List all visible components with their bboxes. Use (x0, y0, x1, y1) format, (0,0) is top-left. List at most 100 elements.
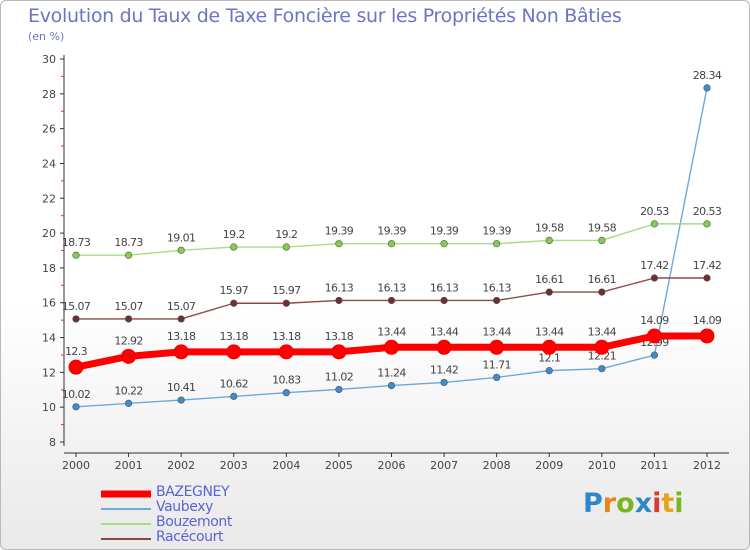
data-point-vaubexy (335, 385, 343, 394)
data-label-bazegney: 12.3 (65, 345, 88, 358)
y-tick-label: 16 (42, 297, 56, 310)
data-label-bouzemont: 19.01 (167, 231, 196, 244)
data-label-racecourt: 15.07 (167, 300, 196, 313)
data-point-bazegney (226, 344, 242, 360)
data-label-bazegney: 13.44 (482, 325, 511, 338)
legend-item: BAZEGNEY (101, 484, 401, 501)
data-point-racecourt (598, 288, 606, 296)
data-label-bouzemont: 19.58 (588, 221, 617, 234)
legend-item: Racécourt (101, 529, 401, 546)
x-tick-label: 2012 (693, 459, 721, 472)
data-point-bouzemont (493, 240, 501, 248)
data-point-racecourt (124, 315, 133, 323)
x-tick-label: 2011 (640, 459, 668, 472)
data-label-bazegney: 13.18 (272, 330, 301, 343)
data-label-racecourt: 16.61 (588, 273, 617, 286)
data-label-vaubexy: 11.42 (430, 363, 459, 376)
data-label-racecourt: 15.97 (272, 284, 301, 297)
data-label-racecourt: 16.61 (535, 273, 564, 286)
data-label-bouzemont: 18.73 (114, 236, 143, 249)
y-tick-label: 26 (42, 123, 56, 136)
data-point-vaubexy (703, 84, 711, 92)
logo-letter: i (674, 488, 684, 519)
x-tick-label: 2007 (430, 459, 458, 472)
data-point-vaubexy (124, 399, 133, 407)
data-point-bazegney (278, 344, 294, 360)
y-tick-label: 8 (49, 436, 56, 449)
data-label-racecourt: 16.13 (430, 281, 459, 294)
data-point-bouzemont (650, 220, 659, 228)
data-label-bouzemont: 19.2 (223, 228, 245, 241)
chart-legend: BAZEGNEY Vaubexy Bouzemont Racécourt (101, 484, 401, 546)
chart-unit-label: (en %) (28, 30, 65, 43)
data-label-bouzemont: 19.58 (535, 221, 564, 234)
data-label-vaubexy: 10.62 (220, 377, 249, 390)
data-point-bouzemont (703, 220, 711, 228)
legend-swatch (101, 490, 151, 497)
data-point-racecourt (703, 274, 711, 282)
x-tick-label: 2008 (483, 459, 511, 472)
legend-label: Racécourt (156, 529, 224, 545)
data-label-racecourt: 15.97 (220, 284, 249, 297)
data-label-racecourt: 17.42 (693, 259, 722, 272)
data-label-bazegney: 13.18 (167, 330, 196, 343)
data-point-vaubexy (282, 389, 290, 397)
data-point-bouzemont (440, 240, 448, 248)
y-tick-label: 24 (42, 157, 56, 170)
data-label-bazegney: 14.09 (693, 314, 722, 327)
x-tick-label: 2006 (378, 459, 406, 472)
data-label-bazegney: 13.44 (377, 325, 406, 338)
data-point-bouzemont (598, 236, 606, 245)
data-label-vaubexy: 28.34 (693, 69, 722, 82)
legend-label: Bouzemont (156, 514, 232, 530)
data-point-bazegney (331, 344, 347, 360)
data-point-vaubexy (177, 396, 185, 404)
data-label-bazegney: 13.18 (220, 330, 249, 343)
logo-letter: o (616, 488, 635, 519)
data-point-racecourt (650, 274, 659, 282)
data-point-vaubexy (545, 367, 553, 375)
x-tick-label: 2000 (62, 459, 90, 472)
data-label-bazegney: 13.44 (588, 325, 617, 338)
legend-swatch (101, 507, 151, 510)
data-point-racecourt (335, 296, 343, 305)
data-point-bouzemont (72, 251, 80, 259)
data-label-racecourt: 16.13 (377, 281, 406, 294)
data-point-racecourt (282, 299, 290, 307)
x-tick-label: 2004 (272, 459, 300, 472)
legend-item: Vaubexy (101, 499, 401, 516)
data-label-bouzemont: 19.39 (430, 225, 459, 238)
x-tick-label: 2001 (115, 459, 143, 472)
y-tick-label: 12 (42, 366, 56, 379)
data-point-bazegney (594, 339, 610, 355)
data-label-bouzemont: 20.53 (640, 205, 669, 218)
data-point-bouzemont (230, 243, 238, 251)
y-tick-label: 22 (42, 192, 56, 205)
data-point-bouzemont (177, 246, 185, 254)
data-label-bazegney: 12.92 (114, 334, 143, 347)
data-label-bazegney: 13.44 (535, 325, 564, 338)
data-label-bouzemont: 19.39 (377, 225, 406, 238)
y-tick-label: 10 (42, 401, 56, 414)
legend-swatch (101, 522, 151, 525)
data-label-bouzemont: 19.39 (482, 225, 511, 238)
data-point-bazegney (541, 339, 557, 355)
y-tick-label: 14 (42, 332, 56, 345)
data-point-bazegney (121, 348, 137, 364)
data-point-racecourt (230, 299, 238, 307)
legend-swatch (101, 537, 151, 540)
data-label-vaubexy: 10.02 (62, 388, 91, 401)
data-label-bouzemont: 19.39 (325, 225, 354, 238)
data-label-racecourt: 15.07 (114, 300, 143, 313)
data-label-racecourt: 16.13 (482, 281, 511, 294)
data-label-racecourt: 17.42 (640, 259, 669, 272)
data-label-vaubexy: 10.41 (167, 381, 196, 394)
y-tick-label: 18 (42, 262, 56, 275)
data-label-bouzemont: 19.2 (275, 228, 297, 241)
data-point-vaubexy (230, 392, 238, 400)
proxiti-logo: Proxiti (583, 488, 684, 519)
data-label-racecourt: 15.07 (62, 300, 91, 313)
logo-letter: P (583, 488, 603, 519)
